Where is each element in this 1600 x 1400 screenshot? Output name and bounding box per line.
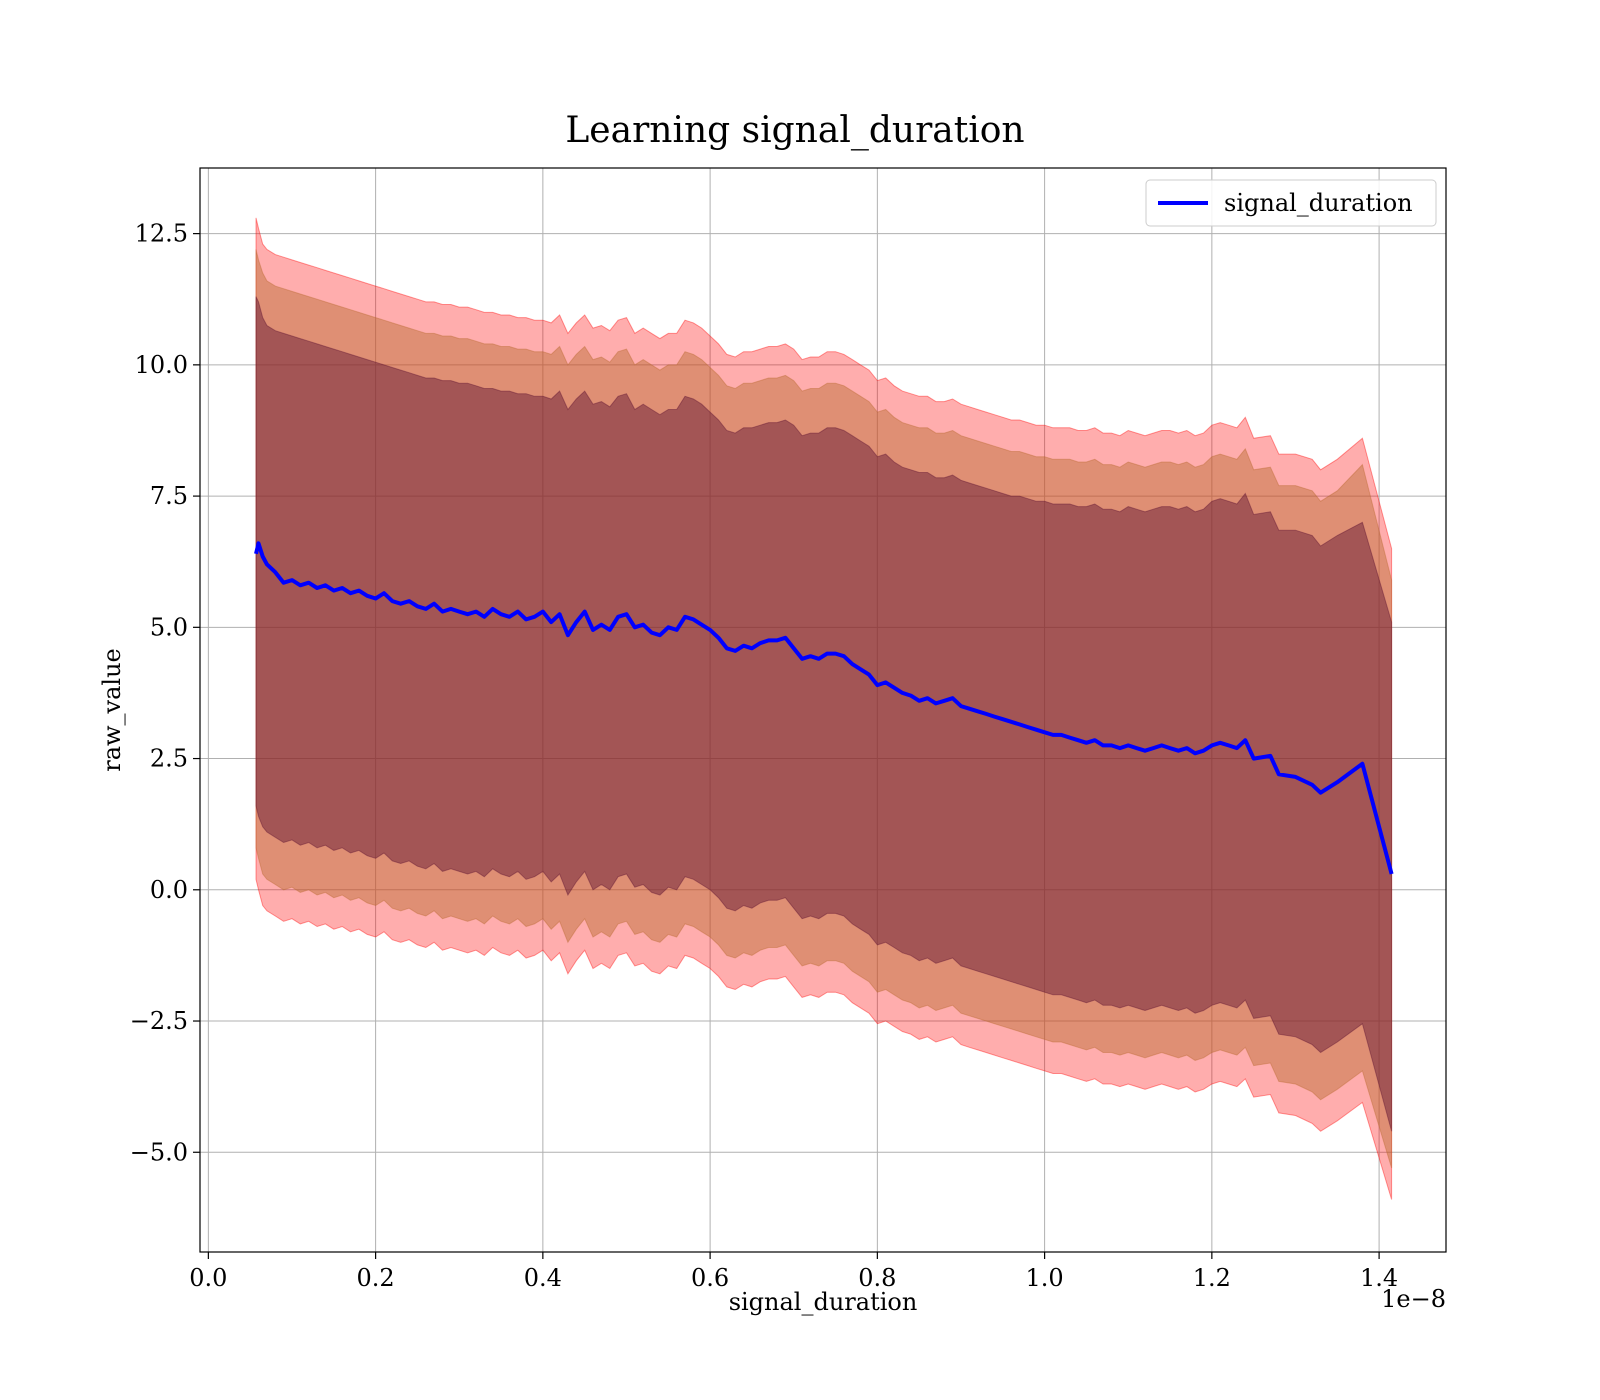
x-tick-label: 1.0 (1026, 1264, 1064, 1292)
x-tick-label: 1.2 (1193, 1264, 1231, 1292)
x-tick-label: 0.4 (524, 1264, 562, 1292)
x-axis: 0.0 0.2 0.4 0.6 0.8 1.0 1.2 1.4 (189, 1252, 1398, 1292)
y-tick-label: −5.0 (130, 1138, 188, 1166)
x-tick-label: 1.4 (1360, 1264, 1398, 1292)
y-tick-label: 10.0 (135, 351, 188, 379)
y-tick-label: 7.5 (150, 482, 188, 510)
x-offset-label: 1e−8 (1381, 1285, 1446, 1313)
x-tick-label: 0.0 (189, 1264, 227, 1292)
bands (255, 217, 1393, 1200)
y-tick-label: 5.0 (150, 613, 188, 641)
chart-title: Learning signal_duration (565, 110, 1024, 151)
y-tick-label: 2.5 (150, 745, 188, 773)
y-tick-label: 12.5 (135, 220, 188, 248)
x-tick-label: 0.6 (691, 1264, 729, 1292)
x-tick-label: 0.8 (858, 1264, 896, 1292)
series-line-signal_duration (254, 541, 1394, 875)
y-tick-label: −2.5 (130, 1007, 188, 1035)
confidence-band-inner (255, 296, 1393, 1132)
y-axis-label: raw_value (98, 648, 126, 772)
series-lines (254, 541, 1394, 875)
legend[interactable]: signal_duration (1145, 179, 1437, 227)
y-axis: −5.0 −2.5 0.0 2.5 5.0 7.5 10.0 12.5 (130, 220, 200, 1166)
grid (200, 168, 1446, 1252)
x-tick-label: 0.2 (357, 1264, 395, 1292)
confidence-band-middle (255, 249, 1393, 1169)
legend-box (1145, 179, 1437, 227)
legend-entry-label: signal_duration (1224, 189, 1413, 217)
confidence-band-outer (255, 217, 1393, 1200)
x-axis-label: signal_duration (729, 1288, 918, 1316)
y-tick-label: 0.0 (150, 876, 188, 904)
plot-frame (199, 167, 1447, 1253)
